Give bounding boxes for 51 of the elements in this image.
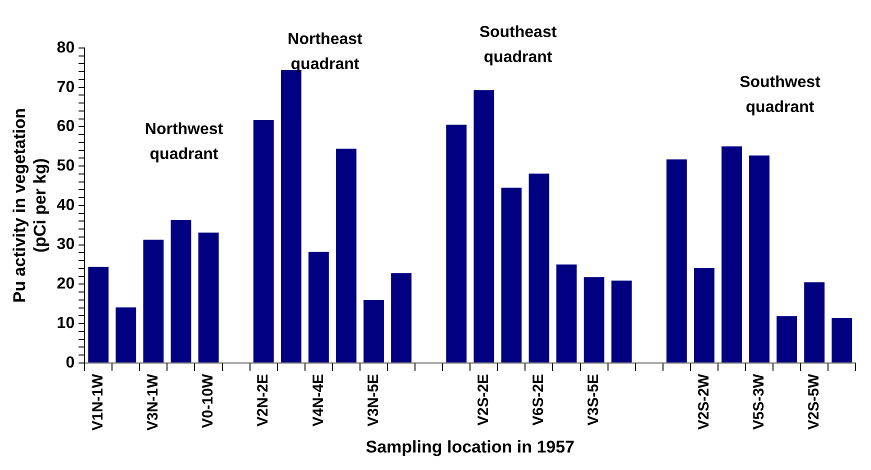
- x-tick-label: V3N-1W: [144, 373, 162, 431]
- bar: [776, 316, 798, 362]
- bar: [474, 90, 494, 362]
- bar: [722, 146, 742, 362]
- bar: [666, 159, 687, 362]
- bar: [556, 264, 577, 362]
- x-tick-label: V2S-2W: [695, 373, 712, 430]
- y-tick-label: 10: [56, 314, 75, 332]
- y-axis-title: Pu activity in vegetation (pCi per kg): [10, 108, 50, 303]
- y-tick-label: 60: [56, 118, 75, 136]
- bar: [253, 120, 274, 362]
- y-tick-label: 40: [56, 196, 75, 214]
- bar: [308, 252, 329, 362]
- bar: [88, 266, 109, 362]
- y-tick-label: 80: [56, 39, 75, 56]
- bar: [749, 155, 770, 362]
- annotation: Southwest quadrant: [740, 74, 822, 116]
- y-tick-label: 70: [56, 78, 75, 96]
- bar: [116, 307, 136, 362]
- bar: [170, 220, 192, 362]
- x-tick-label: V2S-5W: [805, 373, 822, 430]
- annotation: Southeast quadrant: [479, 24, 558, 66]
- x-tick-label: V6S-2E: [530, 374, 548, 426]
- annotation: Northwest quadrant: [144, 120, 224, 163]
- x-tick-label: V2N-2E: [254, 374, 272, 426]
- bar: [804, 282, 825, 362]
- bar: [528, 174, 550, 362]
- x-tick-label: V1N-1W: [90, 373, 107, 431]
- bar: [364, 300, 384, 362]
- bar: [446, 124, 467, 362]
- bar: [198, 232, 219, 362]
- y-tick-label: 20: [56, 276, 75, 293]
- bar: [143, 240, 164, 362]
- x-tick-label: V2S-2E: [475, 374, 492, 426]
- y-tick-label: 50: [56, 158, 75, 175]
- x-tick-label: V3N-5E: [364, 374, 382, 426]
- bar: [832, 318, 852, 362]
- x-tick-label: V5S-3W: [750, 373, 768, 430]
- y-tick-label: 0: [66, 354, 75, 372]
- bar: [501, 188, 522, 362]
- bar: [694, 268, 714, 362]
- bar: [336, 148, 356, 362]
- bar: [391, 273, 412, 362]
- y-tick-label: 30: [56, 236, 75, 254]
- bar: [611, 280, 632, 362]
- x-tick-label: V0-10W: [200, 373, 217, 428]
- annotation: Northeast quadrant: [288, 30, 364, 73]
- x-axis-title: Sampling location in 1957: [366, 437, 575, 456]
- bar: [584, 277, 604, 362]
- x-tick-label: V3S-5E: [585, 374, 602, 426]
- x-tick-label: V4N-4E: [310, 374, 327, 426]
